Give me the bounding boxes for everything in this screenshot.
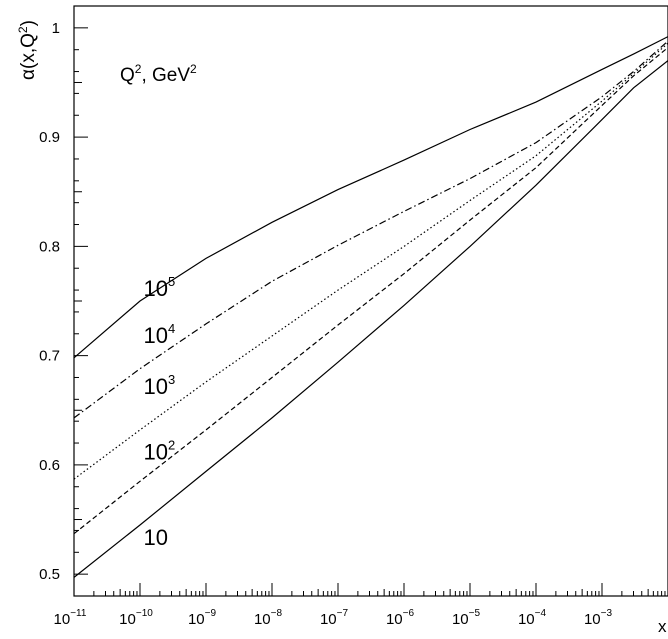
y-tick-label: 0.5 — [39, 566, 60, 583]
x-tick-label: 10−7 — [320, 608, 349, 628]
x-tick-label: 10−10 — [119, 608, 153, 628]
plot-frame — [73, 5, 668, 597]
y-tick-label: 1 — [52, 20, 60, 37]
axis-ticks — [73, 5, 666, 597]
series-label-4: 104 — [143, 321, 175, 348]
y-tick-label: 0.9 — [39, 129, 60, 146]
x-tick-label: 10−9 — [188, 608, 217, 628]
series-curve-2 — [73, 47, 668, 535]
y-tick-label: 0.6 — [39, 457, 60, 474]
x-tick-label: 10−3 — [584, 608, 613, 628]
x-tick-label: 10−8 — [254, 608, 283, 628]
tick-labels: 10−11 10−10 10−9 10−8 10−7 10−6 10−5 10−4 10−3 0.… — [39, 20, 612, 628]
series-labels: 10 102 103 104 105 — [143, 274, 175, 550]
series-curve-1 — [73, 60, 668, 578]
series-curve-5 — [73, 36, 668, 359]
x-tick-label: 10−5 — [452, 608, 481, 628]
y-tick-label: 0.8 — [39, 238, 60, 255]
curves — [73, 36, 668, 578]
series-label-5: 105 — [143, 274, 175, 301]
x-tick-label: 10−4 — [518, 608, 547, 628]
legend-title: Q2, GeV2 — [120, 62, 197, 86]
x-axis-label: x — [658, 617, 667, 636]
series-label-3: 103 — [143, 372, 175, 399]
series-label-1: 10 — [143, 525, 167, 550]
y-tick-label: 0.7 — [39, 348, 60, 365]
series-curve-4 — [73, 40, 668, 419]
series-curve-3 — [73, 42, 668, 480]
x-tick-label: 10−11 — [54, 608, 87, 628]
y-axis-label: α(x,Q2) — [16, 20, 39, 80]
x-tick-label: 10−6 — [386, 608, 415, 628]
series-label-2: 102 — [143, 438, 175, 465]
